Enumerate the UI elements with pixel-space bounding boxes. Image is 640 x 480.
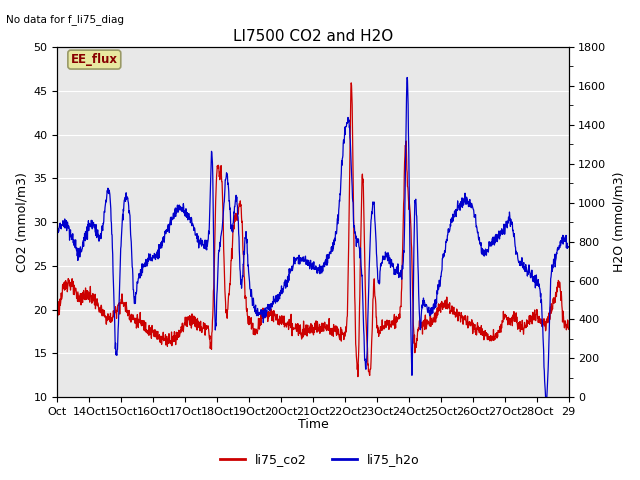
Y-axis label: CO2 (mmol/m3): CO2 (mmol/m3) bbox=[15, 172, 28, 272]
Text: EE_flux: EE_flux bbox=[71, 53, 118, 66]
X-axis label: Time: Time bbox=[298, 419, 328, 432]
Y-axis label: H2O (mmol/m3): H2O (mmol/m3) bbox=[612, 172, 625, 272]
Legend: li75_co2, li75_h2o: li75_co2, li75_h2o bbox=[215, 448, 425, 471]
Text: No data for f_li75_diag: No data for f_li75_diag bbox=[6, 14, 124, 25]
Title: LI7500 CO2 and H2O: LI7500 CO2 and H2O bbox=[233, 29, 393, 44]
